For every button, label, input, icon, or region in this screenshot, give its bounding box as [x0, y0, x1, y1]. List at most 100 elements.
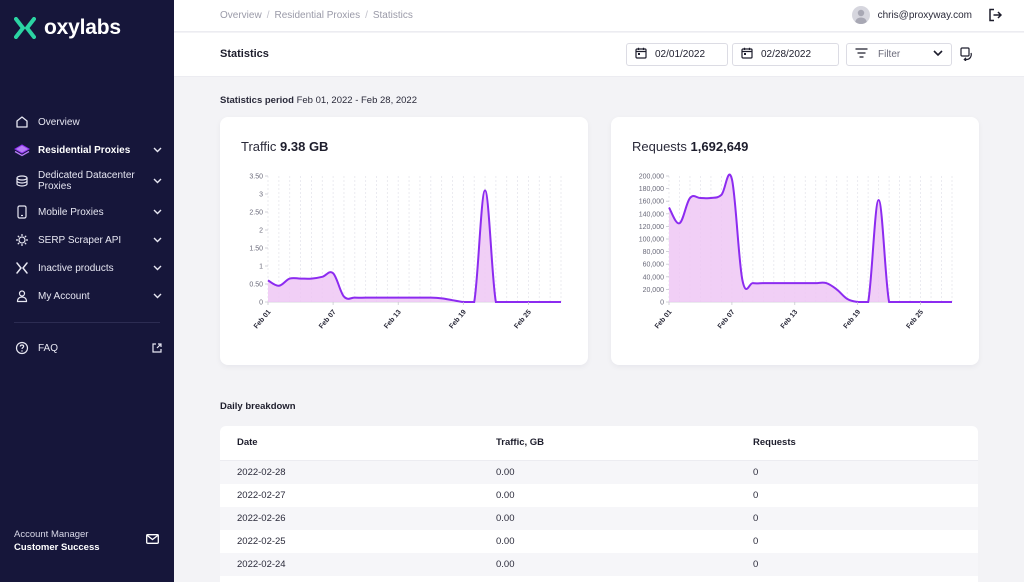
chart-total: 9.38 GB — [280, 139, 329, 154]
y-tick-label: 1 — [259, 264, 263, 271]
date-to-field[interactable]: 02/28/2022 — [732, 43, 839, 66]
cell-traffic: 0.00 — [496, 467, 515, 478]
datacenter-icon — [14, 173, 30, 189]
series-area — [669, 174, 952, 302]
y-tick-label: 140,000 — [639, 211, 664, 218]
logo[interactable]: oxylabs — [14, 16, 121, 40]
series-line — [267, 189, 561, 303]
column-header-requests[interactable]: Requests — [753, 437, 796, 448]
cell-traffic: 0.00 — [496, 490, 515, 501]
chevron-down-icon[interactable] — [152, 207, 162, 217]
chevron-down-icon — [933, 49, 943, 60]
sidebar-item-label-line2: Proxies — [38, 181, 72, 192]
account-manager: Account Manager Customer Success — [14, 528, 100, 554]
series-area — [268, 190, 561, 302]
column-header-traffic[interactable]: Traffic, GB — [496, 437, 545, 448]
filter-dropdown[interactable]: Filter — [846, 43, 952, 66]
sidebar-item-residential-proxies[interactable]: Residential Proxies — [0, 136, 174, 164]
daily-breakdown-title: Daily breakdown — [220, 401, 296, 412]
cell-date: 2022-02-28 — [237, 467, 286, 478]
y-tick-label: 1.50 — [249, 246, 263, 253]
date-from-value: 02/01/2022 — [655, 49, 706, 60]
requests-chart-card: Requests 1,692,649 0 20,000 40,000 60,000 80… — [611, 117, 979, 365]
chevron-down-icon[interactable] — [152, 235, 162, 245]
sidebar-item-my-account[interactable]: My Account — [0, 282, 174, 310]
mail-icon[interactable] — [146, 531, 159, 549]
traffic-chart: 0 0.50 1 1.50 2 2.50 3 3.50 Feb 01 Feb 07 Feb 13 Fe… — [249, 174, 562, 331]
x-tick-label: Feb 13 — [780, 309, 800, 331]
table-row: 2022-02-25 0.00 0 — [220, 530, 978, 553]
x-tick-label: Feb 01 — [253, 309, 273, 331]
chevron-down-icon[interactable] — [152, 291, 162, 301]
cell-date: 2022-02-26 — [237, 513, 286, 524]
mobile-icon — [14, 204, 30, 220]
user-menu[interactable]: chris@proxyway.com — [851, 6, 972, 24]
statistics-period: Statistics period Feb 01, 2022 - Feb 28,… — [220, 95, 417, 106]
top-bar: Overview / Residential Proxies / Statistics … — [174, 0, 1024, 32]
help-icon — [14, 340, 30, 356]
page-header: Statistics 02/01/2022 02/28/2022 Filter — [174, 33, 1024, 77]
table-row: 2022-02-24 0.00 0 — [220, 553, 978, 576]
sidebar-nav: Overview Residential Proxies Dedicated D… — [0, 108, 174, 310]
sidebar-item-mobile-proxies[interactable]: Mobile Proxies — [0, 198, 174, 226]
table-row: 2022-02-26 0.00 0 — [220, 507, 978, 530]
y-tick-label: 60,000 — [643, 262, 665, 269]
x-tick-label: Feb 07 — [717, 309, 737, 331]
x-tick-label: Feb 19 — [448, 309, 468, 331]
refresh-icon[interactable] — [960, 47, 973, 66]
y-tick-label: 180,000 — [639, 186, 664, 193]
y-tick-label: 0 — [660, 300, 664, 307]
chevron-down-icon[interactable] — [152, 263, 162, 273]
account-manager-label: Account Manager — [14, 529, 89, 540]
cell-traffic: 0.00 — [496, 536, 515, 547]
sidebar-item-label: Mobile Proxies — [38, 206, 104, 218]
chart-title: Requests 1,692,649 — [632, 139, 748, 154]
sidebar-item-serp-scraper-api[interactable]: SERP Scraper API — [0, 226, 174, 254]
home-icon — [14, 114, 30, 130]
oxylabs-logo-icon — [14, 17, 36, 39]
column-header-date[interactable]: Date — [237, 437, 258, 448]
logout-icon[interactable] — [988, 8, 1003, 27]
breadcrumb-item[interactable]: Overview — [220, 10, 262, 21]
cell-date: 2022-02-25 — [237, 536, 286, 547]
chart-title-label: Traffic — [241, 139, 277, 154]
requests-chart: 0 20,000 40,000 60,000 80,000 100,000 120,000 1… — [639, 173, 953, 331]
sidebar-item-label: Dedicated Datacenter Proxies — [38, 170, 152, 192]
calendar-icon — [741, 47, 753, 62]
y-tick-label: 100,000 — [639, 237, 664, 244]
cell-requests: 0 — [753, 490, 759, 501]
x-tick-label: Feb 25 — [513, 309, 533, 331]
period-label: Statistics period — [220, 95, 294, 106]
sidebar-item-label-line1: Dedicated Datacenter — [38, 170, 135, 181]
table-row: 2022-02-27 0.00 0 — [220, 484, 978, 507]
sidebar-divider — [14, 322, 160, 323]
cell-requests: 0 — [753, 536, 759, 547]
external-link-icon[interactable] — [152, 343, 162, 353]
table-header-divider — [220, 460, 978, 461]
breadcrumb-item[interactable]: Residential Proxies — [274, 10, 361, 21]
sidebar-item-overview[interactable]: Overview — [0, 108, 174, 136]
scraper-icon — [14, 232, 30, 248]
x-tick-label: Feb 01 — [654, 309, 674, 331]
cell-date: 2022-02-27 — [237, 490, 286, 501]
sidebar-item-dedicated-datacenter-proxies[interactable]: Dedicated Datacenter Proxies — [0, 164, 174, 198]
date-from-field[interactable]: 02/01/2022 — [626, 43, 728, 66]
daily-breakdown-table: Date Traffic, GB Requests 2022-02-28 0.00… — [220, 426, 978, 582]
y-tick-label: 3 — [259, 192, 263, 199]
x-tick-label: Feb 25 — [905, 309, 925, 331]
y-tick-label: 0 — [259, 300, 263, 307]
chevron-down-icon[interactable] — [152, 176, 162, 186]
sidebar-item-label: Inactive products — [38, 262, 114, 274]
cell-requests: 0 — [753, 559, 759, 570]
series-line — [668, 173, 952, 303]
chevron-down-icon[interactable] — [152, 145, 162, 155]
y-tick-label: 80,000 — [643, 249, 665, 256]
page-title: Statistics — [220, 48, 269, 60]
sidebar-item-inactive-products[interactable]: Inactive products — [0, 254, 174, 282]
y-tick-label: 120,000 — [639, 224, 664, 231]
period-value: Feb 01, 2022 - Feb 28, 2022 — [296, 95, 417, 106]
sidebar-item-faq[interactable]: FAQ — [0, 334, 174, 362]
filter-label: Filter — [878, 49, 901, 60]
sidebar-item-label: SERP Scraper API — [38, 234, 122, 246]
cell-requests: 0 — [753, 467, 759, 478]
